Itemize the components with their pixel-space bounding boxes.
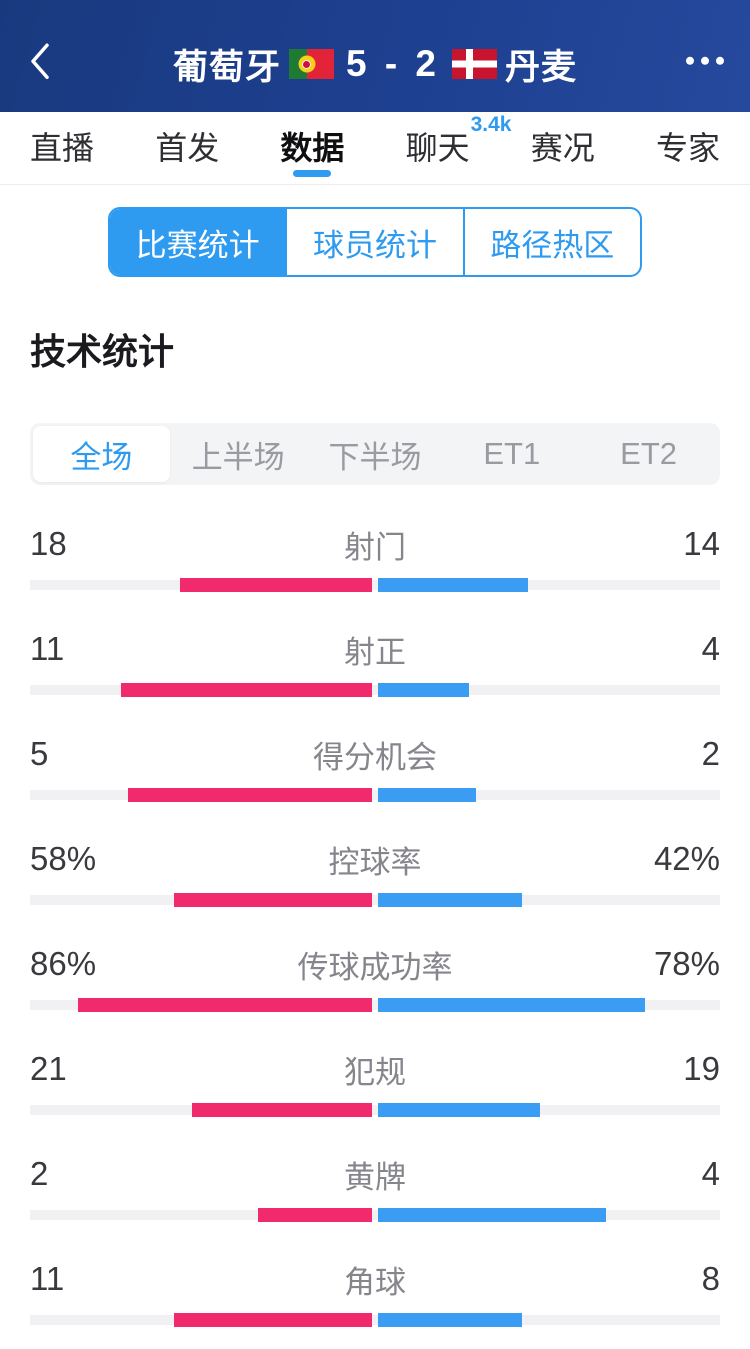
stat-row-fouls: 21 犯规 19 <box>30 1034 720 1139</box>
away-value: 19 <box>683 1050 720 1087</box>
stat-bar <box>30 893 720 907</box>
stat-row-yellow-cards: 2 黄牌 4 <box>30 1139 720 1244</box>
away-bar <box>378 578 528 592</box>
stat-row-big-chances: 5 得分机会 2 <box>30 719 720 824</box>
home-bar <box>258 1208 372 1222</box>
tab-chat[interactable]: 聊天 3.4k <box>405 112 512 166</box>
stat-label: 角球 <box>344 1264 406 1300</box>
stat-row-shots-on-target: 11 射正 4 <box>30 614 720 719</box>
tab-match-status[interactable]: 赛况 <box>530 129 595 166</box>
stat-bar <box>30 578 720 592</box>
match-title: 葡萄牙 5 - 2 丹麦 <box>173 39 577 90</box>
period-tab-et2[interactable]: ET2 <box>620 436 678 471</box>
denmark-flag-icon <box>452 49 498 79</box>
away-value: 4 <box>701 1155 720 1192</box>
stats-list: 18 射门 14 11 射正 4 5 得分机会 2 <box>0 509 750 1349</box>
stat-bar <box>30 1208 720 1222</box>
home-bar <box>173 893 372 907</box>
away-value: 8 <box>701 1260 720 1297</box>
home-value: 11 <box>30 1260 65 1297</box>
stat-label: 传球成功率 <box>297 949 453 985</box>
home-bar <box>121 683 372 697</box>
stat-bar <box>30 683 720 697</box>
bar-track <box>30 1315 720 1325</box>
away-value: 4 <box>701 630 720 667</box>
stat-label: 射门 <box>344 529 406 565</box>
portugal-flag-icon <box>288 49 334 79</box>
segment-path-heatmap[interactable]: 路径热区 <box>462 209 640 275</box>
stat-label: 黄牌 <box>344 1159 406 1195</box>
main-tab-bar: 直播 首发 数据 聊天 3.4k 赛况 专家 <box>0 112 750 185</box>
home-bar <box>174 1313 372 1327</box>
more-menu-button[interactable] <box>684 49 726 73</box>
period-tab-bar: 全场 上半场 下半场 ET1 ET2 <box>30 423 720 485</box>
away-bar <box>378 893 522 907</box>
tab-lineup[interactable]: 首发 <box>155 129 220 166</box>
away-bar <box>378 1313 523 1327</box>
ellipsis-icon <box>686 56 694 65</box>
stat-row-shots: 18 射门 14 <box>30 509 720 614</box>
bar-track <box>30 790 720 800</box>
stat-label: 犯规 <box>344 1054 406 1090</box>
away-team-name: 丹麦 <box>505 47 578 87</box>
bar-track <box>30 1210 720 1220</box>
stat-bar <box>30 788 720 802</box>
segment-match-stats[interactable]: 比赛统计 <box>110 209 286 275</box>
bar-track <box>30 895 720 905</box>
bar-track <box>30 1105 720 1115</box>
stat-label: 得分机会 <box>313 739 437 775</box>
stat-row-pass-accuracy: 86% 传球成功率 78% <box>30 929 720 1034</box>
away-value: 78% <box>653 945 720 982</box>
away-bar <box>378 788 476 802</box>
home-bar <box>192 1103 372 1117</box>
away-bar <box>378 1208 606 1222</box>
period-tab-second-half[interactable]: 下半场 <box>328 439 422 475</box>
match-header: 葡萄牙 5 - 2 丹麦 <box>0 0 750 112</box>
stat-row-possession: 58% 控球率 42% <box>30 824 720 929</box>
away-value: 14 <box>683 525 720 562</box>
period-tab-full-match[interactable]: 全场 <box>33 426 170 482</box>
stat-bar <box>30 1313 720 1327</box>
home-bar <box>127 788 372 802</box>
stat-bar <box>30 1103 720 1117</box>
bar-track <box>30 580 720 590</box>
back-button[interactable] <box>20 39 60 83</box>
home-bar <box>77 998 372 1012</box>
bar-track <box>30 1000 720 1010</box>
stat-label: 射正 <box>344 634 406 670</box>
stat-row-corners: 11 角球 8 <box>30 1244 720 1349</box>
match-score: 5 - 2 <box>345 43 441 84</box>
stat-bar <box>30 998 720 1012</box>
away-value: 42% <box>653 840 720 877</box>
home-value: 86% <box>30 945 97 982</box>
home-team-name: 葡萄牙 <box>172 47 281 87</box>
active-tab-indicator <box>293 169 332 177</box>
back-chevron-icon <box>31 43 49 80</box>
home-value: 2 <box>30 1155 49 1192</box>
away-bar <box>378 683 470 697</box>
segment-player-stats[interactable]: 球员统计 <box>285 209 462 275</box>
tab-data[interactable]: 数据 <box>280 112 344 185</box>
stat-label: 控球率 <box>328 844 422 880</box>
home-value: 5 <box>30 735 49 772</box>
home-bar <box>179 578 372 592</box>
home-value: 21 <box>30 1050 67 1087</box>
tab-expert[interactable]: 专家 <box>655 129 720 166</box>
tab-live[interactable]: 直播 <box>30 129 95 166</box>
section-title: 技术统计 <box>30 331 175 372</box>
away-value: 2 <box>701 735 720 772</box>
away-bar <box>378 998 645 1012</box>
period-tab-et1[interactable]: ET1 <box>483 436 541 471</box>
stats-segmented-control: 比赛统计 球员统计 路径热区 <box>108 207 642 277</box>
home-value: 11 <box>30 630 65 667</box>
period-tab-first-half[interactable]: 上半场 <box>191 439 285 475</box>
bar-track <box>30 685 720 695</box>
home-value: 58% <box>30 840 97 877</box>
away-bar <box>378 1103 541 1117</box>
home-value: 18 <box>30 525 67 562</box>
chat-count-badge: 3.4k <box>470 112 512 136</box>
